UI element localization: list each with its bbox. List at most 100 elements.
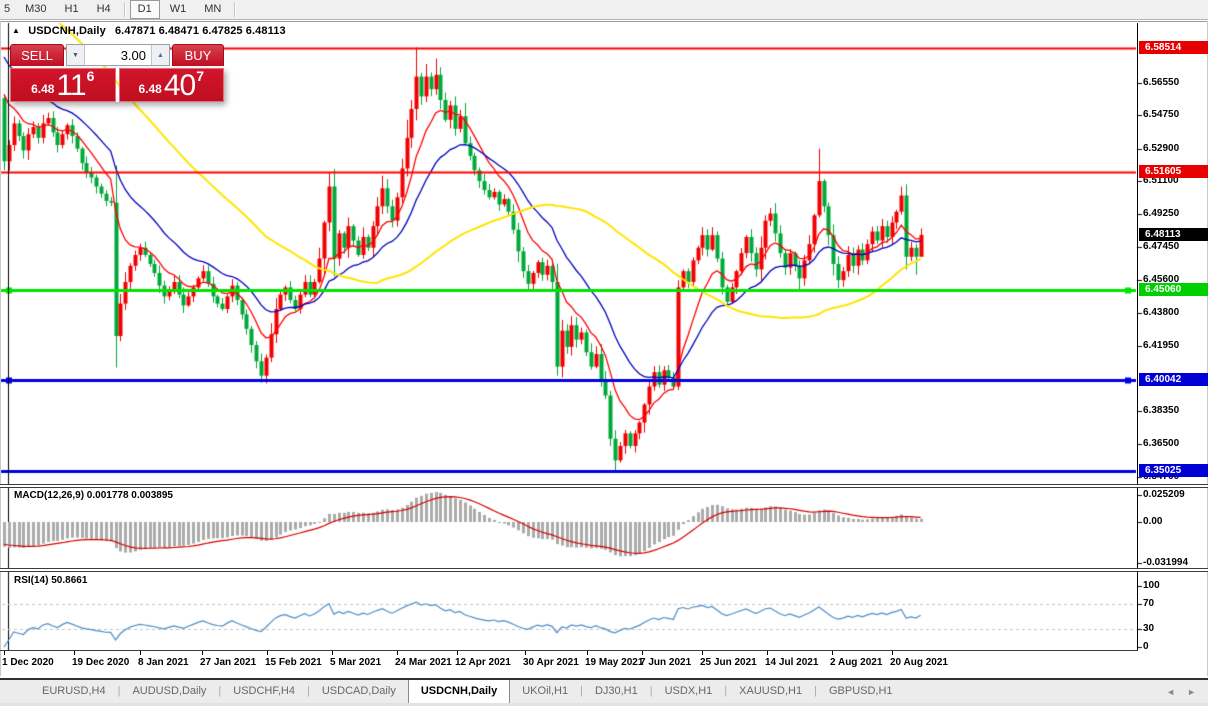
tab-xauusd-h1[interactable]: XAUUSD,H1: [739, 685, 803, 697]
buy-button[interactable]: BUY: [172, 44, 224, 66]
date-tick: [74, 651, 75, 655]
trade-buttons-row: SELL ▼ 3.00 ▲ BUY: [10, 44, 224, 66]
price-tag-6.45060: 6.45060: [1139, 282, 1208, 296]
rsi-level-label: 0: [1143, 641, 1149, 652]
chart-ohlc-values: 6.47871 6.48471 6.47825 6.48113: [114, 25, 286, 37]
collapse-arrow-icon[interactable]: ▲: [12, 26, 21, 35]
date-label: 2 Aug 2021: [830, 657, 883, 668]
date-label: 7 Jun 2021: [640, 657, 692, 668]
tab-separator: |: [117, 685, 121, 697]
tab-separator: |: [649, 685, 653, 697]
tab-separator: |: [724, 685, 728, 697]
date-tick: [832, 651, 833, 655]
price-tick-label: 6.41950: [1143, 339, 1180, 351]
timeframe-button-h1[interactable]: H1: [64, 3, 79, 15]
volume-decrease-icon[interactable]: ▼: [67, 45, 85, 65]
date-tick: [702, 651, 703, 655]
date-label: 19 May 2021: [585, 657, 644, 668]
rsi-level-label: 100: [1143, 580, 1160, 591]
macd-panel-separator[interactable]: [0, 484, 1208, 488]
symbol-tab-bar: EURUSD,H4 | AUDUSD,Daily | USDCHF,H4 | USDCAD,…: [0, 678, 1208, 703]
tab-usdcad-daily[interactable]: USDCAD,Daily: [321, 685, 396, 697]
tab-separator: |: [218, 685, 222, 697]
tab-separator: |: [307, 685, 310, 697]
macd-label: MACD(12,26,9) 0.001778 0.003895: [14, 490, 173, 501]
tab-gbpusd-h1[interactable]: GBPUSD,H1: [828, 685, 893, 697]
trade-prices-row: 6.48 11 6 6.48 40 7: [10, 68, 224, 102]
price-tag-6.48113: 6.48113: [1139, 227, 1208, 241]
date-tick: [525, 651, 526, 655]
volume-increase-icon[interactable]: ▲: [151, 45, 169, 65]
tab-usdcnh-daily[interactable]: USDCNH,Daily: [407, 680, 511, 703]
tab-audusd-daily[interactable]: AUDUSD,Daily: [132, 685, 207, 697]
price-axis-line: [1137, 23, 1138, 651]
price-tick-label: 6.49250: [1143, 208, 1180, 220]
volume-input[interactable]: 3.00: [120, 48, 146, 63]
sell-price-big: 11: [56, 69, 86, 103]
rsi-panel-separator[interactable]: [0, 568, 1208, 572]
tabs-scroll-left-icon[interactable]: ◄: [1166, 686, 1176, 697]
volume-spinner: ▼ 3.00 ▲: [66, 44, 170, 66]
price-tag-6.35025: 6.35025: [1139, 463, 1208, 477]
date-tick: [767, 651, 768, 655]
chart-symbol-label: USDCNH,Daily: [28, 25, 106, 37]
timeframe-button-h4[interactable]: H4: [96, 3, 111, 15]
date-label: 20 Aug 2021: [890, 657, 948, 668]
date-tick: [4, 651, 5, 655]
sell-price-small: 6.48: [31, 82, 55, 96]
chart-frame-top: [0, 21, 1208, 22]
timeframe-button-5[interactable]: 5: [4, 3, 11, 15]
price-tick-label: 6.36500: [1143, 438, 1180, 450]
tabs-scroll-right-icon[interactable]: ►: [1187, 686, 1196, 697]
tab-dj30-h1[interactable]: DJ30,H1: [594, 685, 638, 697]
tab-separator: |: [814, 685, 817, 697]
sell-price-box[interactable]: 6.48 11 6: [10, 68, 116, 102]
date-label: 15 Feb 2021: [265, 657, 322, 668]
date-label: 5 Mar 2021: [330, 657, 382, 668]
chart-title: ▲ USDCNH,Daily 6.47871 6.48471 6.47825 6…: [12, 25, 286, 37]
date-tick: [892, 651, 893, 655]
sell-button[interactable]: SELL: [10, 44, 64, 66]
timeframe-button-mn[interactable]: MN: [204, 3, 222, 15]
price-tick-label: 6.54750: [1143, 109, 1180, 121]
date-label: 1 Dec 2020: [2, 657, 54, 668]
date-label: 8 Jan 2021: [138, 657, 189, 668]
price-tick-label: 6.51100: [1143, 175, 1179, 187]
price-tag-6.51605: 6.51605: [1139, 164, 1208, 178]
timeframe-button-m30[interactable]: M30: [25, 3, 47, 15]
buy-price-big: 40: [163, 69, 196, 103]
tab-usdx-h1[interactable]: USDX,H1: [664, 685, 713, 697]
price-tick-label: 6.43800: [1143, 306, 1180, 318]
tab-ukoil-h1[interactable]: UKOil,H1: [522, 685, 569, 697]
rsi-panel-bottom-border: [0, 650, 1138, 651]
buy-price-box[interactable]: 6.48 40 7: [118, 68, 224, 103]
timeframe-button-d1[interactable]: D1: [129, 0, 160, 19]
date-label: 19 Dec 2020: [72, 657, 130, 668]
date-tick: [457, 651, 458, 655]
timeframe-button-w1[interactable]: W1: [169, 3, 187, 15]
rsi-level-label: 30: [1143, 622, 1155, 634]
price-tick-label: 6.52900: [1143, 142, 1180, 154]
window-bottom-strip: [0, 703, 1208, 706]
date-label: 27 Jan 2021: [200, 657, 257, 668]
price-tick-label: 6.47450: [1143, 240, 1180, 252]
price-tick-label: 6.56550: [1143, 76, 1180, 88]
rsi-level-label: 70: [1143, 598, 1155, 610]
toolbar-separator: [123, 2, 125, 17]
tab-separator: |: [580, 685, 583, 697]
timeframe-buttons: 5 M30 H1 H4 D1 W1 MN: [0, 0, 230, 19]
toolbar-separator: [234, 2, 236, 17]
tab-eurusd-h4[interactable]: EURUSD,H4: [42, 685, 106, 697]
date-label: 25 Jun 2021: [700, 657, 757, 668]
tab-usdchf-h4[interactable]: USDCHF,H4: [233, 685, 295, 697]
timeframe-toolbar: 5 M30 H1 H4 D1 W1 MN: [0, 0, 1208, 20]
sell-price-sup: 6: [86, 68, 95, 84]
price-tag-6.40042: 6.40042: [1139, 373, 1208, 387]
date-tick: [397, 651, 398, 655]
rsi-label: RSI(14) 50.8661: [14, 575, 88, 586]
chart-frame-left: [0, 21, 1, 676]
date-label: 24 Mar 2021: [395, 657, 452, 668]
date-tick: [202, 651, 203, 655]
